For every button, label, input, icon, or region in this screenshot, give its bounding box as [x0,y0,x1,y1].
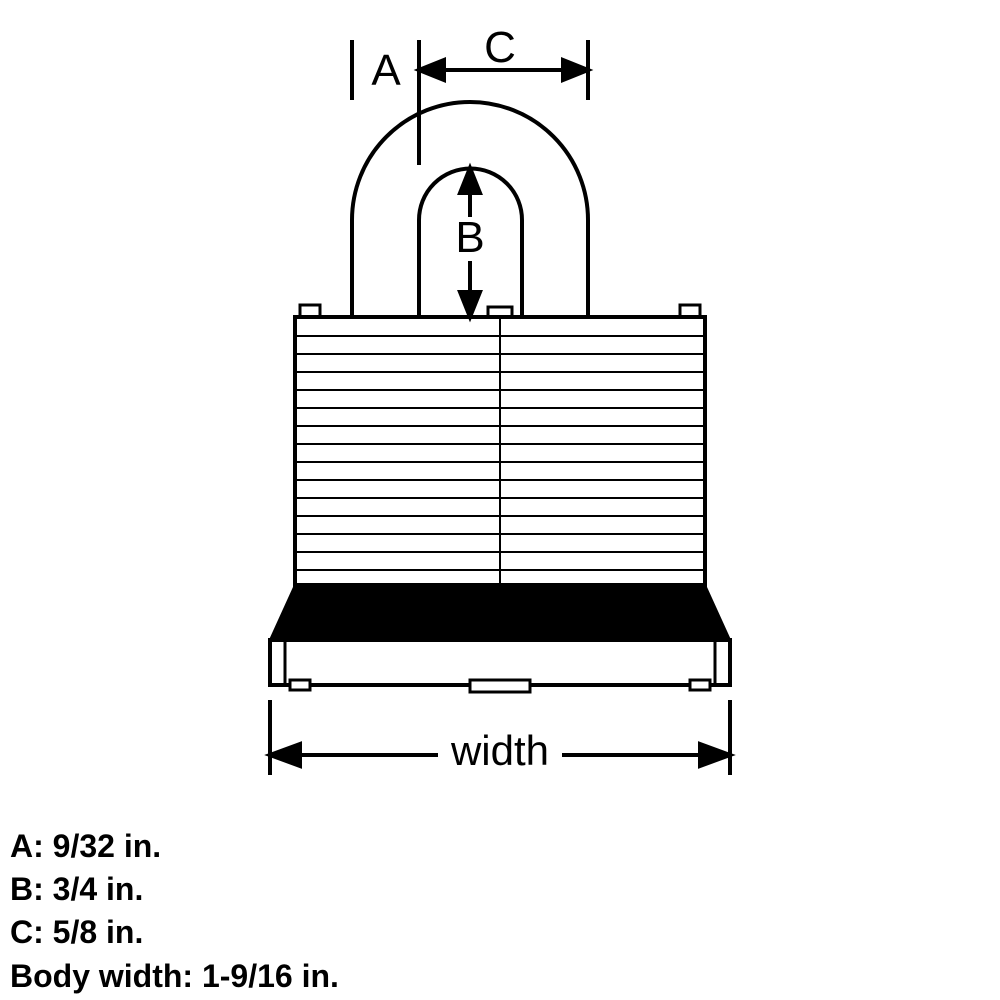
label-c: C [484,23,516,72]
legend-c: C: 5/8 in. [10,911,339,954]
legend-b: B: 3/4 in. [10,868,339,911]
label-b: B [455,213,484,262]
lock-body [270,305,730,692]
legend-width: Body width: 1-9/16 in. [10,955,339,998]
label-width: width [450,727,549,774]
label-a: A [371,46,401,95]
dimension-legend: A: 9/32 in. B: 3/4 in. C: 5/8 in. Body w… [10,825,339,998]
padlock-dimension-diagram: A C B width A: 9/32 in. B: 3/4 in. C: 5/… [0,0,1000,1000]
legend-a: A: 9/32 in. [10,825,339,868]
